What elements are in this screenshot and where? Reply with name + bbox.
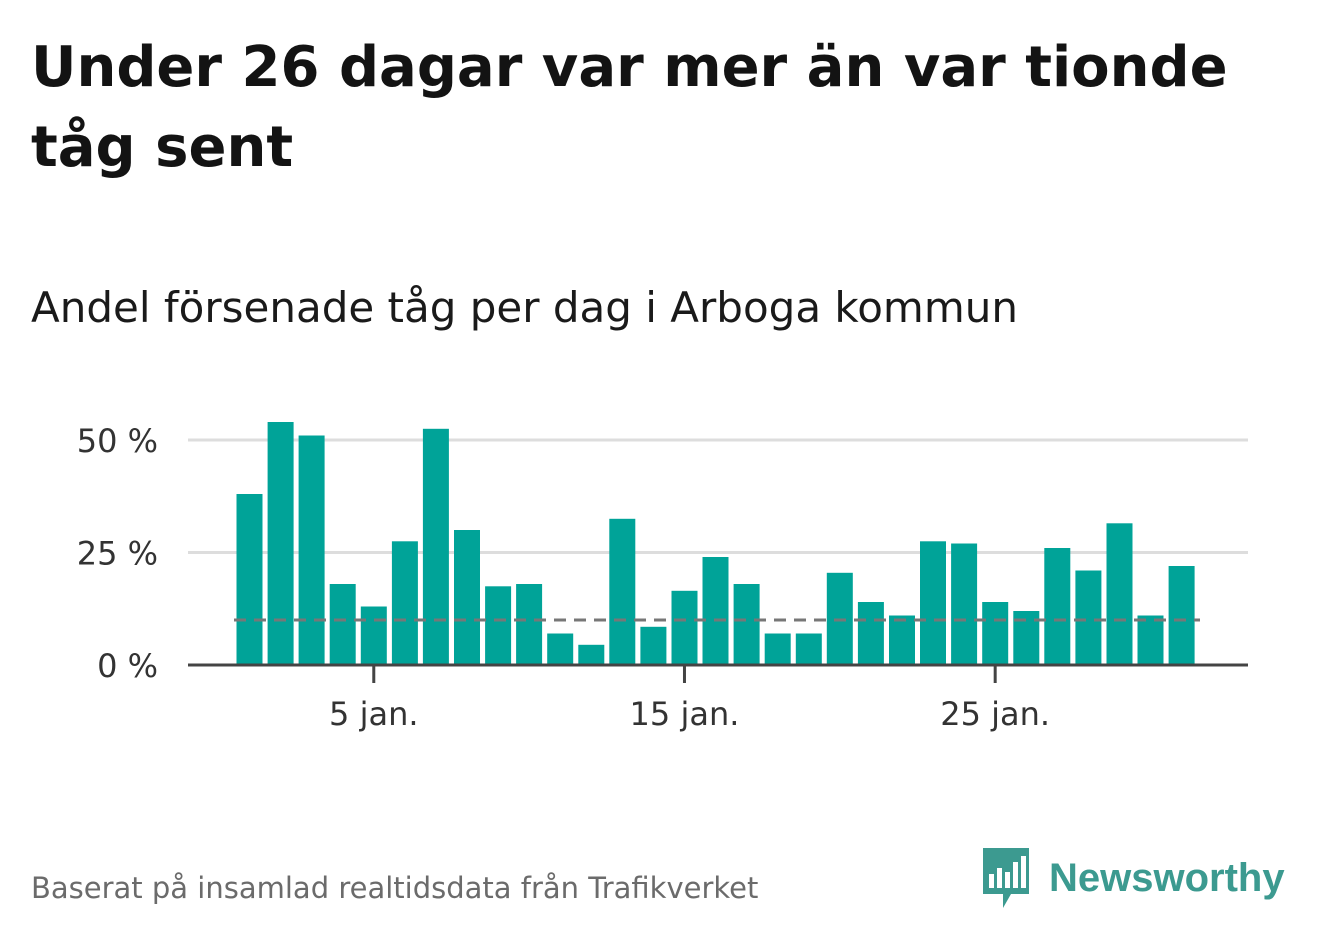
bar [1168,566,1195,665]
bar [702,557,729,665]
bar [360,606,387,665]
bar [298,435,325,665]
x-tick-label: 15 jan. [630,695,740,733]
bar [951,543,978,665]
bar [889,615,915,665]
y-tick-label: 25 % [77,535,158,573]
chart-subtitle: Andel försenade tåg per dag i Arboga kom… [31,283,1018,332]
bar [733,584,760,665]
bar [609,518,636,666]
bar [391,541,418,666]
bar [516,584,543,665]
bar [640,626,667,666]
bar [795,633,822,665]
bar [236,494,263,665]
bar [329,584,356,665]
bar [454,530,480,665]
bar [422,428,449,666]
bar [267,422,294,665]
x-tick-label: 5 jan. [329,695,418,733]
bar [857,602,884,665]
y-tick-label: 0 % [97,647,158,685]
bar [1106,523,1133,666]
bar [982,602,1009,665]
bar [1044,548,1071,665]
bar [1075,570,1102,665]
brand-name: Newsworthy [1049,855,1285,900]
newsworthy-logo[interactable]: Newsworthy [981,846,1285,910]
x-tick-label: 25 jan. [940,695,1050,733]
bar [547,633,574,665]
y-tick-label: 50 % [77,422,158,460]
bar [920,541,946,666]
bar [485,586,512,666]
bar [1137,615,1164,665]
bar [764,633,791,665]
chart-title: Under 26 dagar var mer än var tionde tåg… [31,35,1228,180]
source-note: Baserat på insamlad realtidsdata från Tr… [31,871,759,905]
bar [578,644,605,666]
bar [671,590,698,666]
newsworthy-logo-icon [983,848,1029,908]
bar-chart: 0 % 25 % 50 % 5 jan. 15 jan. 25 jan. [77,422,1248,733]
